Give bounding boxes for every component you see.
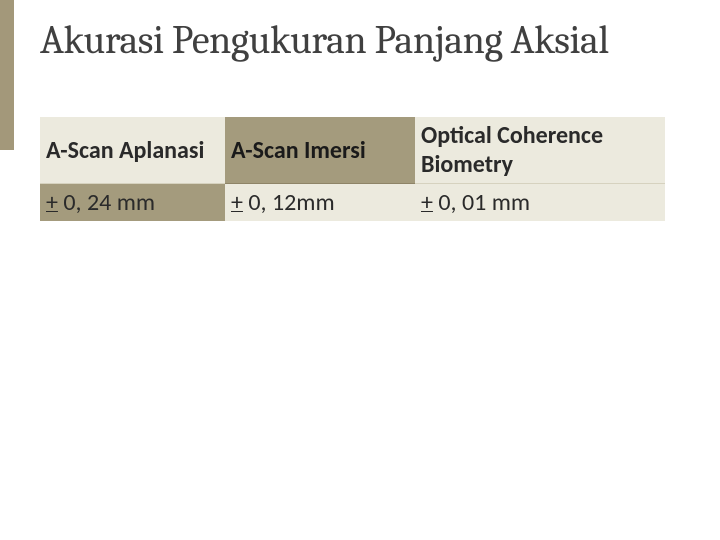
cell-imersi-value: + 0, 12mm	[225, 184, 415, 222]
col-header-imersi: A-Scan Imersi	[225, 117, 415, 184]
accuracy-table: A-Scan Aplanasi A-Scan Imersi Optical Co…	[40, 117, 665, 221]
accent-bar	[0, 0, 14, 150]
col-header-aplanasi: A-Scan Aplanasi	[40, 117, 225, 184]
cell-oct-value: + 0, 01 mm	[415, 184, 665, 222]
cell-aplanasi-value: + 0, 24 mm	[40, 184, 225, 222]
table-header-row: A-Scan Aplanasi A-Scan Imersi Optical Co…	[40, 117, 665, 184]
col-header-oct: Optical Coherence Biometry	[415, 117, 665, 184]
slide-title: Akurasi Pengukuran Panjang Aksial	[40, 18, 680, 62]
slide-content: Akurasi Pengukuran Panjang Aksial A-Scan…	[0, 0, 720, 221]
table-data-row: + 0, 24 mm + 0, 12mm + 0, 01 mm	[40, 184, 665, 222]
